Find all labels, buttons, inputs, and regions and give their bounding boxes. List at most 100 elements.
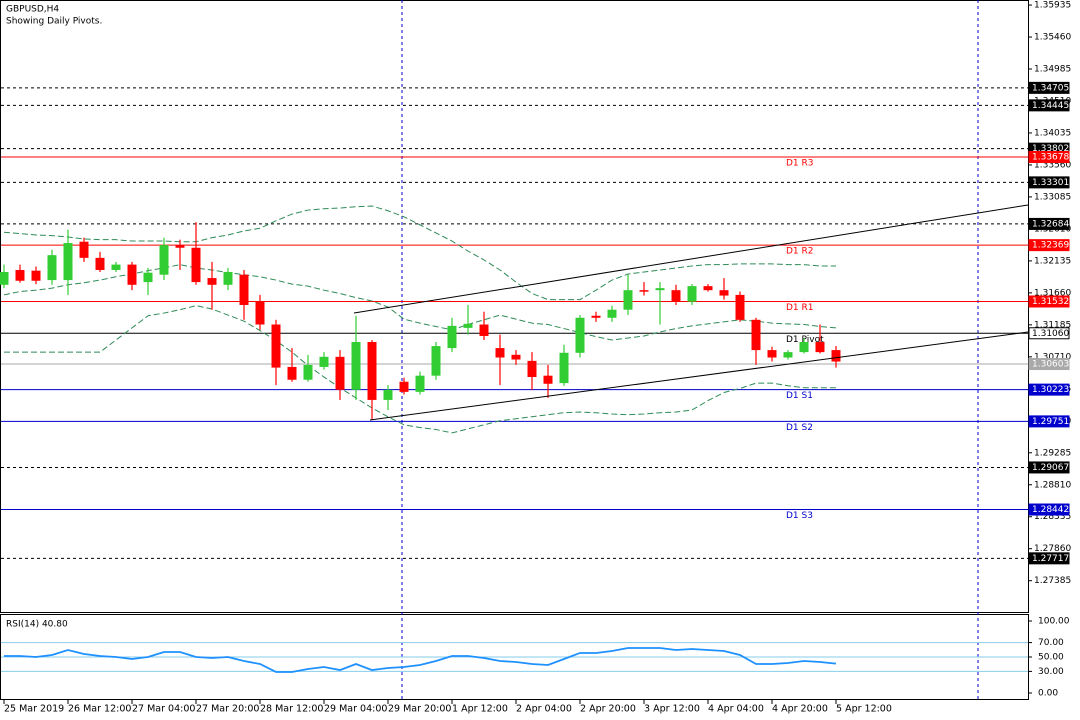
price-level-label: 1.34445 bbox=[1032, 101, 1069, 111]
price-level-box bbox=[1028, 383, 1070, 396]
candle-body bbox=[655, 288, 665, 291]
pivot-name: D1 S1 bbox=[786, 391, 813, 401]
candle-body bbox=[15, 269, 25, 281]
y-tick-label: 1.32135 bbox=[1034, 256, 1071, 266]
band-upper bbox=[3, 205, 836, 301]
price-level-label: 1.31532 bbox=[1032, 297, 1069, 307]
candle-body bbox=[799, 342, 809, 353]
candle-body bbox=[47, 255, 57, 281]
x-tick-label: 2 Apr 04:00 bbox=[516, 704, 572, 715]
price-level-box bbox=[1028, 176, 1070, 189]
candle-body bbox=[207, 278, 217, 285]
candle-body bbox=[0, 272, 9, 285]
rsi-y-tick-label: 100.00 bbox=[1038, 616, 1070, 626]
candle-body bbox=[31, 270, 41, 281]
candle-body bbox=[63, 243, 73, 281]
pivot-name: D1 R3 bbox=[786, 159, 814, 169]
candle-body bbox=[783, 352, 793, 358]
trend-channel-lower bbox=[369, 331, 1029, 421]
price-level-box bbox=[1028, 552, 1070, 565]
band-middle bbox=[3, 264, 837, 341]
candle-body bbox=[639, 290, 649, 292]
y-tick-label: 1.27385 bbox=[1034, 576, 1071, 586]
candle-body bbox=[719, 290, 729, 296]
price-level-label: 1.33301 bbox=[1032, 178, 1069, 188]
x-tick-label: 29 Mar 20:00 bbox=[388, 704, 451, 715]
candle-body bbox=[687, 286, 697, 302]
y-tick-label: 1.31660 bbox=[1034, 288, 1071, 298]
candle-body bbox=[559, 352, 569, 384]
candle-body bbox=[671, 290, 681, 302]
candle-body bbox=[543, 375, 553, 384]
price-level-box bbox=[1028, 151, 1070, 164]
candle-body bbox=[623, 290, 633, 310]
price-level-label: 1.33802 bbox=[1032, 144, 1069, 154]
price-level-label: 1.34705 bbox=[1032, 83, 1069, 93]
y-tick-label: 1.34985 bbox=[1034, 65, 1071, 75]
candle-body bbox=[463, 323, 473, 328]
y-tick-label: 1.31185 bbox=[1034, 320, 1071, 330]
x-tick-label: 5 Apr 12:00 bbox=[836, 704, 892, 715]
price-level-label: 1.31060 bbox=[1032, 329, 1069, 339]
candle-body bbox=[431, 346, 441, 376]
candle-body bbox=[223, 272, 233, 285]
x-tick-label: 4 Apr 20:00 bbox=[772, 704, 828, 715]
candle-body bbox=[239, 274, 249, 305]
candle-body bbox=[703, 286, 713, 291]
candle-body bbox=[511, 354, 521, 360]
chart-subtitle: Showing Daily Pivots. bbox=[6, 17, 102, 27]
price-level-box bbox=[1028, 99, 1070, 112]
candle-body bbox=[415, 375, 425, 392]
candle-body bbox=[607, 309, 617, 318]
candle-body bbox=[495, 348, 505, 358]
price-level-label: 1.30223 bbox=[1032, 385, 1069, 395]
y-tick-label: 1.27860 bbox=[1034, 544, 1071, 554]
price-level-label: 1.32369 bbox=[1032, 241, 1069, 251]
price-level-box bbox=[1028, 217, 1070, 230]
pivot-name: D1 S3 bbox=[786, 511, 813, 521]
candle-body bbox=[319, 356, 329, 367]
candle-body bbox=[159, 245, 169, 275]
candle-body bbox=[591, 315, 601, 318]
price-level-box bbox=[1028, 327, 1070, 340]
pivot-name: D1 Pivot bbox=[786, 335, 824, 345]
x-tick-label: 27 Mar 20:00 bbox=[196, 704, 259, 715]
x-tick-label: 2 Apr 20:00 bbox=[580, 704, 636, 715]
price-level-label: 1.27717 bbox=[1032, 554, 1069, 564]
candle-body bbox=[447, 325, 457, 349]
rsi-y-tick-label: 50.00 bbox=[1038, 653, 1064, 663]
candle-body bbox=[175, 245, 185, 248]
candle-body bbox=[751, 319, 761, 351]
candle-body bbox=[271, 324, 281, 368]
candle-body bbox=[303, 364, 313, 380]
candle-body bbox=[191, 247, 201, 283]
candle-body bbox=[575, 317, 585, 353]
candle-body bbox=[815, 342, 825, 353]
candle-body bbox=[479, 324, 489, 336]
candle-body bbox=[399, 381, 409, 392]
y-tick-label: 1.28810 bbox=[1034, 480, 1071, 490]
candle-body bbox=[351, 342, 361, 390]
pivot-name: D1 S2 bbox=[786, 423, 813, 433]
candle-body bbox=[367, 342, 377, 400]
price-level-label: 1.29067 bbox=[1032, 463, 1069, 473]
chart-title: GBPUSD,H4 bbox=[6, 5, 59, 15]
candle-body bbox=[79, 241, 89, 258]
y-tick-label: 1.34035 bbox=[1034, 128, 1071, 138]
band-lower bbox=[4, 305, 836, 434]
price-level-box bbox=[1028, 358, 1070, 371]
price-level-box bbox=[1028, 81, 1070, 94]
y-tick-label: 1.33560 bbox=[1034, 160, 1071, 170]
price-level-label: 1.28442 bbox=[1032, 505, 1069, 515]
x-tick-label: 26 Mar 12:00 bbox=[68, 704, 131, 715]
price-level-box bbox=[1028, 239, 1070, 252]
candle-body bbox=[127, 264, 137, 285]
trend-channel-upper bbox=[353, 204, 1029, 314]
rsi-y-tick-label: 70.00 bbox=[1038, 638, 1064, 648]
x-tick-label: 28 Mar 12:00 bbox=[260, 704, 323, 715]
candle-body bbox=[111, 264, 121, 270]
y-tick-label: 1.28335 bbox=[1034, 512, 1071, 522]
price-level-label: 1.29751 bbox=[1032, 417, 1069, 427]
candle-body bbox=[95, 257, 105, 270]
